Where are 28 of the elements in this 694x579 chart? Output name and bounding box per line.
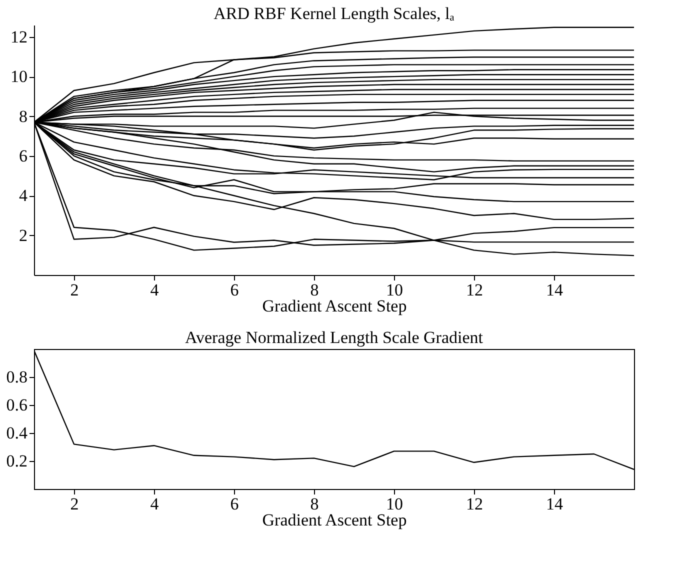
x-tick-label: 4 [150,494,160,514]
chart-title: Average Normalized Length Scale Gradient [185,328,484,347]
x-tick-label: 12 [466,494,483,514]
x-tick-label: 10 [386,280,403,300]
x-tick-label: 12 [466,280,483,300]
x-tick-label: 10 [386,494,403,514]
y-tick-label: 8 [19,106,28,126]
x-tick-label: 6 [230,494,239,514]
x-axis-title: Gradient Ascent Step [262,296,407,316]
y-tick-label: 2 [19,226,28,245]
y-tick-label: 0.2 [6,452,28,470]
y-tick-label: 6 [19,146,28,166]
y-tick-label: 0.4 [6,424,28,442]
x-tick-label: 14 [546,280,564,300]
x-tick-label: 6 [230,280,239,300]
y-tick-label: 0.6 [6,396,28,414]
x-tick-label: 4 [150,280,160,300]
x-axis-title: Gradient Ascent Step [262,510,407,530]
x-tick-label: 2 [70,280,79,300]
x-tick-label: 8 [310,494,319,514]
x-tick-label: 14 [546,494,564,514]
y-tick-label: 12 [10,27,28,46]
chart-title: ARD RBF Kernel Length Scales, lₐ [214,4,455,23]
y-tick-label: 0.8 [6,368,28,386]
y-tick-label: 10 [10,67,28,86]
x-tick-label: 8 [310,280,319,300]
x-tick-label: 2 [70,494,79,514]
y-tick-label: 4 [19,186,28,206]
